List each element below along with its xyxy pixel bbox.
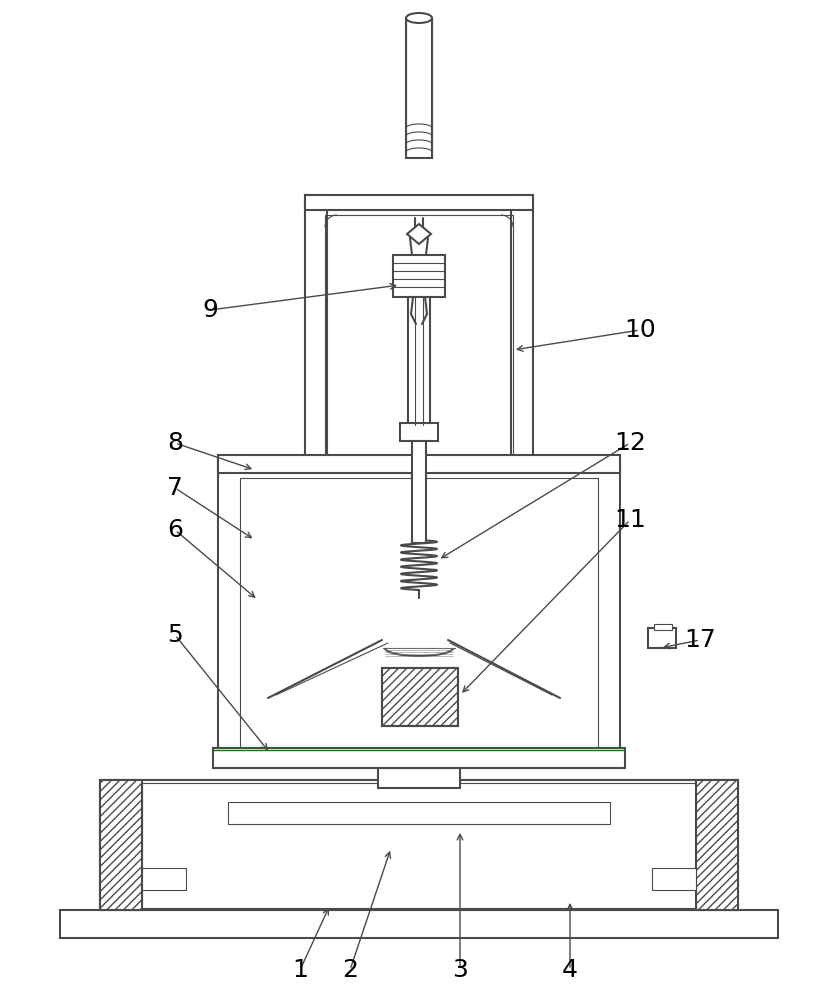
Text: 3: 3 bbox=[452, 958, 468, 982]
Bar bbox=[378, 768, 460, 788]
Bar bbox=[382, 668, 458, 726]
Text: 5: 5 bbox=[167, 623, 183, 647]
Bar bbox=[696, 780, 738, 910]
Text: 7: 7 bbox=[167, 476, 183, 500]
Text: 9: 9 bbox=[202, 298, 218, 322]
Bar bbox=[393, 255, 445, 297]
Bar bbox=[654, 624, 672, 630]
Bar bbox=[213, 748, 625, 768]
Text: 11: 11 bbox=[614, 508, 646, 532]
Bar bbox=[408, 297, 430, 425]
Bar bbox=[142, 868, 186, 890]
Bar bbox=[228, 802, 610, 824]
Bar bbox=[382, 668, 458, 726]
Text: 1: 1 bbox=[292, 958, 308, 982]
Bar bbox=[60, 910, 778, 938]
Bar bbox=[305, 195, 327, 465]
Bar bbox=[305, 195, 533, 210]
Text: 12: 12 bbox=[614, 431, 646, 455]
Bar bbox=[412, 441, 426, 543]
Bar bbox=[100, 780, 738, 910]
Ellipse shape bbox=[406, 13, 432, 23]
Text: 17: 17 bbox=[684, 628, 716, 652]
Text: 8: 8 bbox=[167, 431, 183, 455]
Bar bbox=[100, 780, 142, 910]
Text: 6: 6 bbox=[167, 518, 183, 542]
Bar bbox=[218, 455, 620, 473]
Text: 2: 2 bbox=[342, 958, 358, 982]
Bar bbox=[406, 18, 432, 158]
Bar bbox=[218, 458, 620, 750]
Bar bbox=[400, 423, 438, 441]
Bar bbox=[511, 195, 533, 465]
Bar bbox=[652, 868, 696, 890]
Polygon shape bbox=[407, 224, 431, 244]
Bar bbox=[648, 628, 676, 648]
Text: 4: 4 bbox=[562, 958, 578, 982]
Text: 10: 10 bbox=[624, 318, 656, 342]
